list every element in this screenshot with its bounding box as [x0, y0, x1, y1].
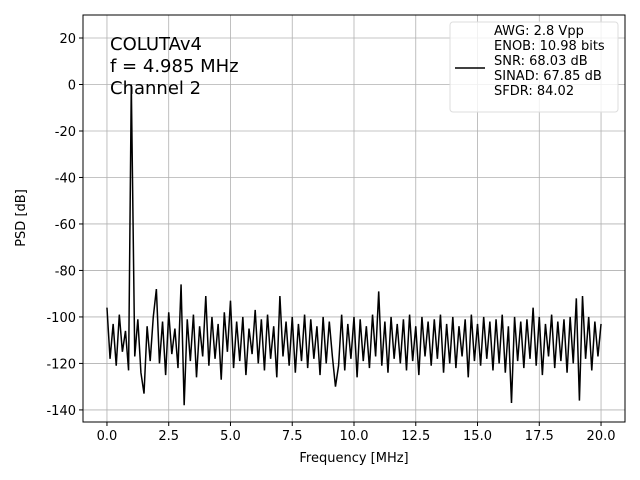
y-tick-label: -20 [55, 125, 76, 140]
y-tick-label: -100 [46, 311, 76, 326]
x-tick-label: 2.5 [158, 429, 179, 444]
y-tick-label: -40 [55, 171, 76, 186]
annotation: f = 4.985 MHz [110, 56, 239, 77]
y-tick-label: -80 [55, 264, 76, 279]
y-axis-label: PSD [dB] [14, 189, 29, 247]
y-tick-label: -120 [46, 357, 76, 372]
y-tick-label: 20 [59, 32, 76, 47]
y-tick-label: -140 [46, 404, 76, 419]
x-tick-label: 5.0 [220, 429, 241, 444]
legend-box [449, 21, 619, 113]
x-tick-label: 12.5 [401, 429, 430, 444]
x-tick-label: 20.0 [587, 429, 616, 444]
series-line [106, 84, 602, 406]
x-axis-label: Frequency [MHz] [299, 451, 408, 466]
x-tick-label: 0.0 [97, 429, 118, 444]
x-tick-label: 10.0 [340, 429, 369, 444]
annotation: COLUTAv4 [110, 34, 202, 55]
annotation: Channel 2 [110, 78, 201, 99]
y-tick-label: 0 [68, 78, 76, 93]
x-tick-label: 7.5 [282, 429, 303, 444]
legend-label: AWG: 2.8 Vpp ENOB: 10.98 bits SNR: 68.03… [494, 24, 605, 99]
x-tick-label: 17.5 [525, 429, 554, 444]
y-tick-label: -60 [55, 218, 76, 233]
plot-frame [82, 14, 626, 423]
x-tick-label: 15.0 [463, 429, 492, 444]
